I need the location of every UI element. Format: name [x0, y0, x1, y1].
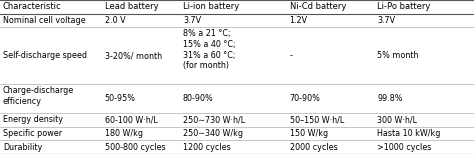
Bar — [287, 113, 374, 127]
Text: Charge-discharge
efficiency: Charge-discharge efficiency — [3, 86, 74, 106]
Text: >1000 cycles: >1000 cycles — [377, 143, 432, 152]
Text: 3-20%/ month: 3-20%/ month — [105, 51, 162, 60]
Bar — [0, 0, 102, 14]
Bar — [374, 140, 474, 154]
Bar — [0, 85, 102, 113]
Text: Ni-Cd battery: Ni-Cd battery — [290, 2, 346, 11]
Text: 99.8%: 99.8% — [377, 94, 403, 103]
Text: 500-800 cycles: 500-800 cycles — [105, 143, 165, 152]
Bar — [287, 140, 374, 154]
Text: Nominal cell voltage: Nominal cell voltage — [3, 16, 85, 25]
Bar — [287, 27, 374, 85]
Text: Characteristic: Characteristic — [3, 2, 62, 11]
Bar — [102, 140, 180, 154]
Text: Energy density: Energy density — [3, 116, 63, 124]
Text: 1200 cycles: 1200 cycles — [183, 143, 231, 152]
Text: 50-95%: 50-95% — [105, 94, 136, 103]
Bar — [0, 140, 102, 154]
Bar — [180, 85, 287, 113]
Text: 80-90%: 80-90% — [183, 94, 214, 103]
Bar — [374, 127, 474, 140]
Bar — [180, 140, 287, 154]
Bar — [180, 14, 287, 27]
Text: 3.7V: 3.7V — [377, 16, 395, 25]
Text: 70-90%: 70-90% — [290, 94, 320, 103]
Bar — [374, 85, 474, 113]
Bar — [102, 113, 180, 127]
Text: 5% month: 5% month — [377, 51, 419, 60]
Text: 180 W/kg: 180 W/kg — [105, 129, 143, 138]
Text: 8% a 21 °C;
15% a 40 °C;
31% a 60 °C;
(for month): 8% a 21 °C; 15% a 40 °C; 31% a 60 °C; (f… — [183, 29, 236, 70]
Text: 2.0 V: 2.0 V — [105, 16, 126, 25]
Bar — [102, 0, 180, 14]
Bar — [287, 127, 374, 140]
Bar — [102, 85, 180, 113]
Bar — [102, 14, 180, 27]
Text: 1.2V: 1.2V — [290, 16, 308, 25]
Bar — [180, 113, 287, 127]
Bar — [180, 27, 287, 85]
Bar — [102, 127, 180, 140]
Text: 250∼730 W·h/L: 250∼730 W·h/L — [183, 116, 245, 124]
Text: -: - — [290, 51, 292, 60]
Text: Self-discharge speed: Self-discharge speed — [3, 51, 87, 60]
Text: 50–150 W·h/L: 50–150 W·h/L — [290, 116, 344, 124]
Text: 3.7V: 3.7V — [183, 16, 201, 25]
Bar — [180, 0, 287, 14]
Text: 300 W·h/L: 300 W·h/L — [377, 116, 417, 124]
Bar — [0, 27, 102, 85]
Bar — [374, 113, 474, 127]
Bar — [0, 14, 102, 27]
Bar — [374, 0, 474, 14]
Bar — [0, 113, 102, 127]
Text: Li-Po battery: Li-Po battery — [377, 2, 431, 11]
Bar — [102, 27, 180, 85]
Bar — [374, 14, 474, 27]
Bar — [287, 85, 374, 113]
Bar — [374, 27, 474, 85]
Text: Hasta 10 kW/kg: Hasta 10 kW/kg — [377, 129, 441, 138]
Bar — [180, 127, 287, 140]
Bar — [0, 127, 102, 140]
Text: 2000 cycles: 2000 cycles — [290, 143, 337, 152]
Text: 60-100 W·h/L: 60-100 W·h/L — [105, 116, 158, 124]
Text: Durability: Durability — [3, 143, 42, 152]
Bar — [287, 14, 374, 27]
Text: 150 W/kg: 150 W/kg — [290, 129, 328, 138]
Text: Lead battery: Lead battery — [105, 2, 158, 11]
Text: Li-ion battery: Li-ion battery — [183, 2, 239, 11]
Bar — [287, 0, 374, 14]
Text: 250∼340 W/kg: 250∼340 W/kg — [183, 129, 243, 138]
Text: Specific power: Specific power — [3, 129, 62, 138]
